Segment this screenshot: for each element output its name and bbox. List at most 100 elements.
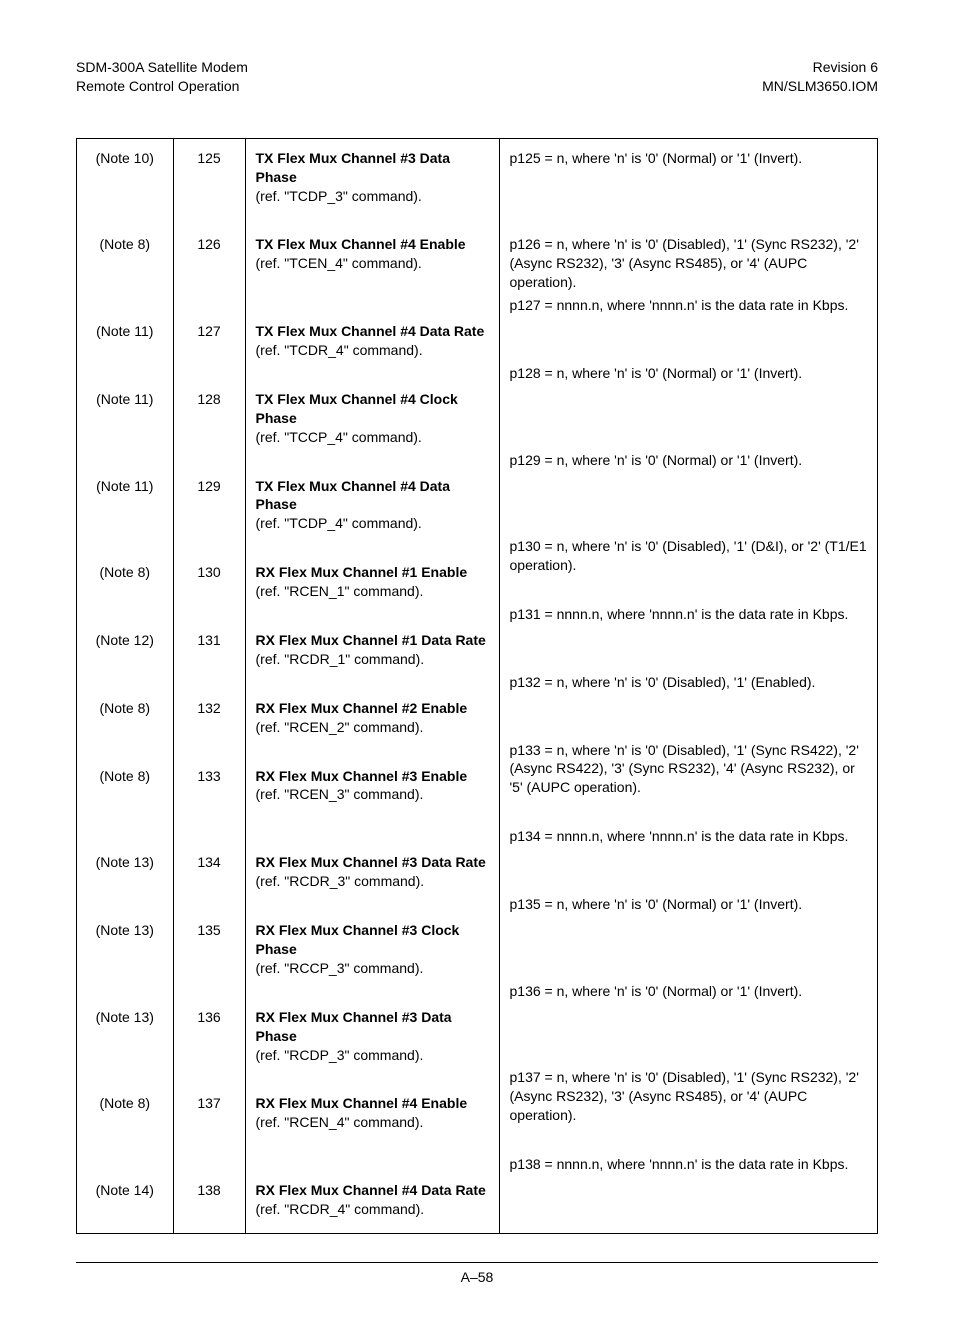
table-row: (Note 8)130 RX Flex Mux Channel #1 Enable…	[77, 557, 877, 607]
command-title: RX Flex Mux Channel #1 Enable	[256, 564, 468, 580]
note-cell: (Note 13)	[77, 1002, 173, 1071]
command-ref: (ref. "RCCP_3" command).	[256, 959, 489, 978]
table-row: (Note 10)125TX Flex Mux Channel #3 Data …	[77, 139, 877, 212]
note-cell: (Note 13)	[77, 915, 173, 984]
table-row: (Note 11)127TX Flex Mux Channel #4 Data …	[77, 316, 877, 366]
id-cell: 130	[173, 557, 245, 607]
command-ref: (ref. "TCCP_4" command).	[256, 428, 489, 447]
note-cell: (Note 11)	[77, 471, 173, 540]
table-row: (Note 8)132 RX Flex Mux Channel #2 Enable…	[77, 693, 877, 743]
description-cell: p138 = nnnn.n, where 'nnnn.n' is the dat…	[499, 1175, 877, 1233]
table-row: (Note 14)138RX Flex Mux Channel #4 Data …	[77, 1175, 877, 1233]
command-cell: RX Flex Mux Channel #3 Data Phase (ref. "…	[245, 1002, 499, 1071]
note-cell: (Note 11)	[77, 384, 173, 453]
id-cell: 131	[173, 625, 245, 675]
command-ref: (ref. "TCDP_3" command).	[256, 187, 489, 206]
note-cell: (Note 8)	[77, 229, 173, 298]
description-cell: p128 = n, where 'n' is '0' (Normal) or '…	[499, 384, 877, 453]
command-cell: RX Flex Mux Channel #4 Enable (ref. "RCEN…	[245, 1088, 499, 1157]
command-cell: RX Flex Mux Channel #1 Data Rate (ref. "R…	[245, 625, 499, 675]
command-cell: RX Flex Mux Channel #4 Data Rate (ref. "R…	[245, 1175, 499, 1233]
page-header: SDM-300A Satellite Modem Remote Control …	[76, 58, 878, 96]
id-cell: 127	[173, 316, 245, 366]
command-title: TX Flex Mux Channel #4 Clock Phase	[256, 391, 458, 426]
id-cell: 138	[173, 1175, 245, 1233]
table-row: (Note 12)131RX Flex Mux Channel #1 Data …	[77, 625, 877, 675]
note-cell: (Note 8)	[77, 1088, 173, 1157]
command-ref: (ref. "TCDP_4" command).	[256, 514, 489, 533]
header-product: SDM-300A Satellite Modem	[76, 58, 248, 77]
description-cell: p125 = n, where 'n' is '0' (Normal) or '…	[499, 139, 877, 212]
note-cell: (Note 8)	[77, 761, 173, 830]
id-cell: 136	[173, 1002, 245, 1071]
description-cell: p137 = n, where 'n' is '0' (Disabled), '…	[499, 1088, 877, 1157]
description-cell: p130 = n, where 'n' is '0' (Disabled), '…	[499, 557, 877, 607]
command-ref: (ref. "TCDR_4" command).	[256, 341, 489, 360]
table-row: (Note 11)128TX Flex Mux Channel #4 Clock…	[77, 384, 877, 453]
page: SDM-300A Satellite Modem Remote Control …	[0, 0, 954, 1325]
id-cell: 135	[173, 915, 245, 984]
note-cell: (Note 8)	[77, 557, 173, 607]
note-cell: (Note 11)	[77, 316, 173, 366]
command-title: RX Flex Mux Channel #2 Enable	[256, 700, 468, 716]
command-ref: (ref. "RCDR_1" command).	[256, 650, 489, 669]
command-title: TX Flex Mux Channel #4 Data Rate	[256, 323, 485, 339]
table-row: (Note 13)134RX Flex Mux Channel #3 Data …	[77, 847, 877, 897]
command-title: RX Flex Mux Channel #4 Enable	[256, 1095, 468, 1111]
header-left: SDM-300A Satellite Modem Remote Control …	[76, 58, 248, 96]
description-cell: p134 = nnnn.n, where 'nnnn.n' is the dat…	[499, 847, 877, 897]
command-ref: (ref. "RCEN_4" command).	[256, 1113, 489, 1132]
command-ref: (ref. "RCEN_3" command).	[256, 785, 489, 804]
command-title: RX Flex Mux Channel #3 Data Phase	[256, 1009, 452, 1044]
command-title: RX Flex Mux Channel #1 Data Rate	[256, 632, 486, 648]
note-cell: (Note 14)	[77, 1175, 173, 1233]
table-row: (Note 8)133RX Flex Mux Channel #3 Enable…	[77, 761, 877, 830]
note-cell: (Note 12)	[77, 625, 173, 675]
footer-rule	[76, 1262, 878, 1263]
description-cell: p129 = n, where 'n' is '0' (Normal) or '…	[499, 471, 877, 540]
description-cell: p132 = n, where 'n' is '0' (Disabled), '…	[499, 693, 877, 743]
command-title: TX Flex Mux Channel #4 Enable	[256, 236, 466, 252]
id-cell: 134	[173, 847, 245, 897]
command-title: TX Flex Mux Channel #3 Data Phase	[256, 150, 451, 185]
id-cell: 126	[173, 229, 245, 298]
note-cell: (Note 8)	[77, 693, 173, 743]
command-cell: TX Flex Mux Channel #4 Enable(ref. "TCEN…	[245, 229, 499, 298]
page-footer: A–58	[76, 1234, 878, 1285]
header-right: Revision 6 MN/SLM3650.IOM	[762, 58, 878, 96]
row-gap	[77, 211, 877, 229]
command-ref: (ref. "RCDR_3" command).	[256, 872, 489, 891]
table-row: (Note 8)137RX Flex Mux Channel #4 Enable…	[77, 1088, 877, 1157]
table-row: (Note 13)135RX Flex Mux Channel #3 Clock…	[77, 915, 877, 984]
description-cell: p127 = nnnn.n, where 'nnnn.n' is the dat…	[499, 316, 877, 366]
description-cell: p135 = n, where 'n' is '0' (Normal) or '…	[499, 915, 877, 984]
id-cell: 125	[173, 139, 245, 212]
command-cell: RX Flex Mux Channel #3 Clock Phase (ref. …	[245, 915, 499, 984]
id-cell: 128	[173, 384, 245, 453]
table-row: (Note 8)126TX Flex Mux Channel #4 Enable…	[77, 229, 877, 298]
command-title: RX Flex Mux Channel #4 Data Rate	[256, 1182, 486, 1198]
command-cell: RX Flex Mux Channel #3 Enable(ref. "RCEN…	[245, 761, 499, 830]
id-cell: 137	[173, 1088, 245, 1157]
command-title: TX Flex Mux Channel #4 Data Phase	[256, 478, 451, 513]
description-cell: p136 = n, where 'n' is '0' (Normal) or '…	[499, 1002, 877, 1071]
description-cell: p126 = n, where 'n' is '0' (Disabled), '…	[499, 229, 877, 298]
table-row: (Note 13)136RX Flex Mux Channel #3 Data …	[77, 1002, 877, 1071]
command-title: RX Flex Mux Channel #3 Enable	[256, 768, 468, 784]
command-cell: TX Flex Mux Channel #4 Data Phase(ref. "…	[245, 471, 499, 540]
command-ref: (ref. "RCDP_3" command).	[256, 1046, 489, 1065]
command-title: RX Flex Mux Channel #3 Clock Phase	[256, 922, 460, 957]
page-number: A–58	[76, 1269, 878, 1285]
table-row: (Note 11)129TX Flex Mux Channel #4 Data …	[77, 471, 877, 540]
note-cell: (Note 13)	[77, 847, 173, 897]
header-docid: MN/SLM3650.IOM	[762, 77, 878, 96]
description-cell: p131 = nnnn.n, where 'nnnn.n' is the dat…	[499, 625, 877, 675]
command-cell: TX Flex Mux Channel #4 Data Rate (ref. "T…	[245, 316, 499, 366]
command-cell: TX Flex Mux Channel #4 Clock Phase (ref. …	[245, 384, 499, 453]
note-cell: (Note 10)	[77, 139, 173, 212]
command-ref: (ref. "RCDR_4" command).	[256, 1200, 489, 1219]
header-section: Remote Control Operation	[76, 77, 248, 96]
command-cell: TX Flex Mux Channel #3 Data Phase (ref. "…	[245, 139, 499, 212]
id-cell: 132	[173, 693, 245, 743]
parameter-table: (Note 10)125TX Flex Mux Channel #3 Data …	[76, 138, 878, 1234]
